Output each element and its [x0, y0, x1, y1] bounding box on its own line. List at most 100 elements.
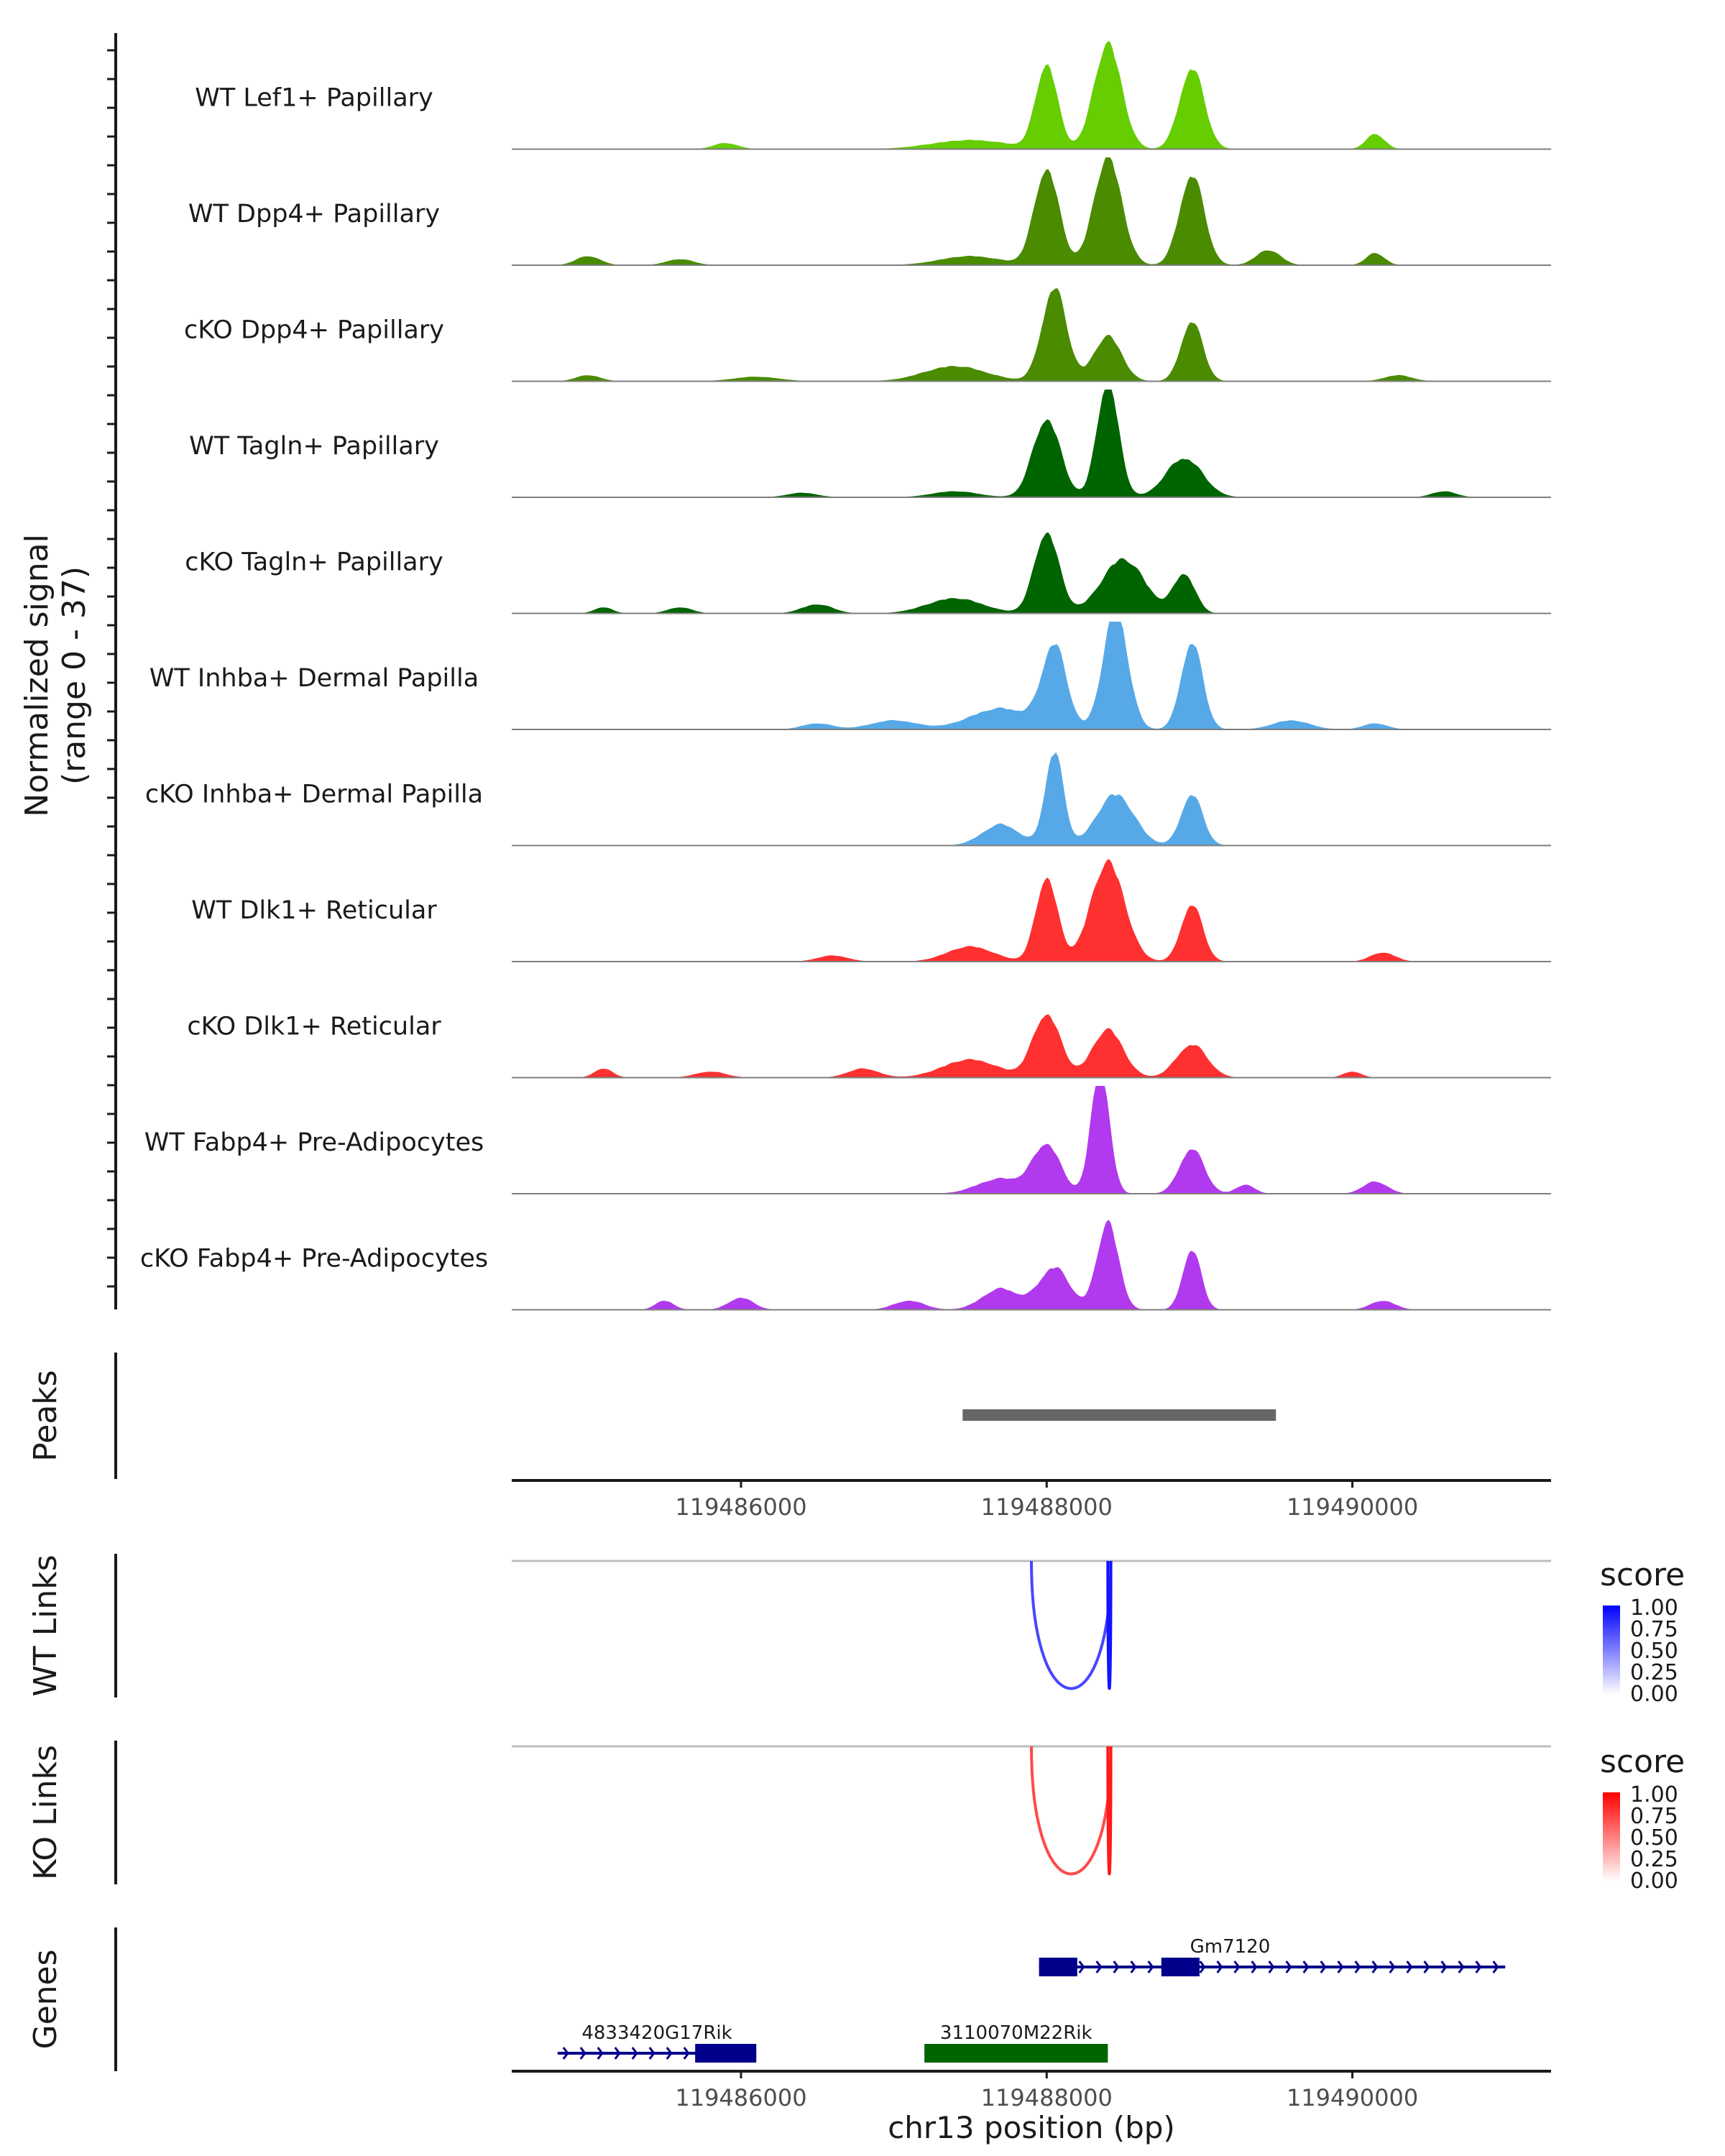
strand-arrow: [1320, 1961, 1327, 1973]
track-label: WT Fabp4+ Pre-Adipocytes: [144, 1128, 484, 1157]
strand-arrow: [579, 2047, 586, 2060]
ko-legend-colorbar: [1603, 1792, 1620, 1881]
gene-exon: [924, 2044, 1108, 2063]
strand-arrow: [1199, 1961, 1206, 1973]
link-arc: [1106, 1560, 1113, 1690]
coverage-area: [954, 752, 1246, 846]
coverage-area: [939, 1086, 1460, 1194]
track-label: cKO Tagln+ Papillary: [185, 548, 443, 577]
strand-arrow: [1113, 1961, 1120, 1973]
track-cko-tagln-papillary: cKO Tagln+ Papillary: [185, 532, 1551, 614]
peaks-layer: [962, 1409, 1276, 1421]
legend-tick-label: 0.25: [1630, 1847, 1678, 1872]
strand-arrow: [631, 2047, 638, 2060]
gene-3110070m22rik: 3110070M22Rik: [924, 2022, 1108, 2063]
x-axis-title: chr13 position (bp): [888, 2110, 1175, 2145]
coverage-area: [512, 288, 1506, 382]
ko-legend-title: score: [1600, 1743, 1685, 1780]
legend-tick-label: 0.25: [1630, 1660, 1678, 1685]
coverage-area: [512, 1014, 1414, 1078]
gene-label: 4833420G17Rik: [581, 2022, 732, 2044]
strand-arrow: [1302, 1961, 1310, 1973]
gene-exon: [695, 2044, 757, 2063]
track-label: WT Inhba+ Dermal Papilla: [150, 664, 479, 693]
coverage-area: [512, 532, 1353, 614]
peak-region: [962, 1409, 1276, 1421]
gene-label: Gm7120: [1190, 1936, 1271, 1958]
strand-arrow: [614, 2047, 621, 2060]
legend-tick-label: 0.50: [1630, 1825, 1678, 1851]
strand-arrow: [1233, 1961, 1241, 1973]
ko-links-label: KO Links: [27, 1745, 64, 1880]
strand-arrow: [1440, 1961, 1448, 1973]
x-axis-top: 119486000 119488000 119490000: [675, 1480, 1418, 1521]
strand-arrow: [1337, 1961, 1344, 1973]
coverage-axis-ticks: [107, 49, 116, 1288]
strand-arrow: [1371, 1961, 1379, 1973]
coverage-area: [664, 390, 1506, 497]
x-tick-label: 119490000: [1287, 1493, 1418, 1521]
wt-legend-title: score: [1600, 1557, 1685, 1593]
strand-arrow: [683, 2047, 690, 2060]
link-arc: [1106, 1746, 1113, 1876]
coverage-tracks: WT Lef1+ Papillary WT Dpp4+ Papillary cKO …: [140, 41, 1551, 1311]
coverage-range-label: (range 0 - 37): [56, 566, 93, 785]
strand-arrow: [648, 2047, 656, 2060]
coverage-ylabel: Normalized signal: [19, 534, 55, 817]
legend-tick-label: 0.75: [1630, 1617, 1678, 1642]
legend-tick-label: 1.00: [1630, 1595, 1678, 1621]
strand-arrow: [1130, 1961, 1137, 1973]
track-wt-dpp4-papillary: WT Dpp4+ Papillary: [188, 157, 1551, 266]
track-label: WT Dpp4+ Papillary: [188, 200, 440, 229]
gene-exon: [1161, 1958, 1200, 1976]
strand-arrow: [1354, 1961, 1361, 1973]
track-label: WT Dlk1+ Reticular: [191, 896, 437, 925]
track-cko-dpp4-papillary: cKO Dpp4+ Papillary: [184, 288, 1551, 382]
track-wt-fabp4-pre-adipocytes: WT Fabp4+ Pre-Adipocytes: [144, 1086, 1551, 1194]
track-label: cKO Dpp4+ Papillary: [184, 316, 444, 345]
track-wt-lef1-papillary: WT Lef1+ Papillary: [195, 41, 1551, 150]
track-label: cKO Fabp4+ Pre-Adipocytes: [140, 1245, 488, 1273]
ko-score-legend: score 1.000.750.500.250.00: [1600, 1743, 1685, 1894]
gene-exon: [1039, 1958, 1077, 1976]
ko-legend-ticks: 1.000.750.500.250.00: [1630, 1782, 1678, 1894]
legend-tick-label: 0.00: [1630, 1682, 1678, 1707]
peaks-track-label: Peaks: [27, 1370, 64, 1461]
track-wt-inhba-dermal-papilla: WT Inhba+ Dermal Papilla: [150, 622, 1551, 730]
coverage-area: [588, 1220, 1460, 1310]
strand-arrow: [1423, 1961, 1430, 1973]
genes-track-label: Genes: [27, 1949, 64, 2049]
strand-arrow: [1458, 1961, 1465, 1973]
track-label: WT Lef1+ Papillary: [195, 84, 433, 113]
strand-arrow: [1475, 1961, 1482, 1973]
track-label: WT Tagln+ Papillary: [189, 432, 439, 461]
link-arc: [1030, 1560, 1113, 1690]
track-wt-dlk1-reticular: WT Dlk1+ Reticular: [191, 859, 1551, 962]
strand-arrow: [1406, 1961, 1413, 1973]
coverage-area: [512, 157, 1506, 265]
track-wt-tagln-papillary: WT Tagln+ Papillary: [189, 390, 1551, 498]
coverage-area: [710, 622, 1445, 729]
strand-arrow: [1251, 1961, 1258, 1973]
coverage-area: [512, 41, 1460, 149]
x-tick-label: 119486000: [675, 2084, 806, 2111]
track-label: cKO Inhba+ Dermal Papilla: [145, 780, 483, 809]
x-tick-label: 119486000: [675, 1493, 806, 1521]
strand-arrow: [1389, 1961, 1396, 1973]
x-tick-label: 119488000: [981, 2084, 1113, 2111]
track-cko-dlk1-reticular: cKO Dlk1+ Reticular: [187, 1013, 1551, 1079]
strand-arrow: [1268, 1961, 1275, 1973]
strand-arrow: [666, 2047, 673, 2060]
track-cko-fabp4-pre-adipocytes: cKO Fabp4+ Pre-Adipocytes: [140, 1220, 1551, 1311]
strand-arrow: [1492, 1961, 1499, 1973]
strand-arrow: [597, 2047, 604, 2060]
gene-4833420g17rik: 4833420G17Rik: [557, 2022, 757, 2063]
strand-arrow: [1147, 1961, 1154, 1973]
gene-label: 3110070M22Rik: [940, 2022, 1092, 2044]
wt-score-legend: score 1.000.750.500.250.00: [1600, 1557, 1685, 1707]
strand-arrow: [1095, 1961, 1103, 1973]
strand-arrow: [1216, 1961, 1223, 1973]
legend-tick-label: 0.50: [1630, 1639, 1678, 1664]
x-axis-bottom: 119486000 119488000 119490000: [675, 2071, 1418, 2111]
